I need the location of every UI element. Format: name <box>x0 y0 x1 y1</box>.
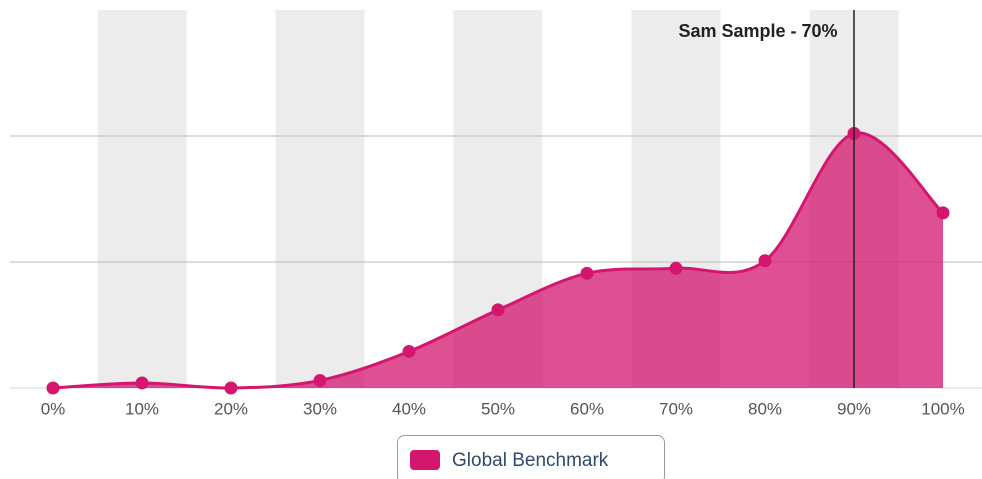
legend-label[interactable]: Global Benchmark <box>452 450 609 471</box>
x-tick-label: 80% <box>748 399 782 418</box>
line <box>52 131 945 390</box>
x-tick-label: 10% <box>125 399 159 418</box>
point <box>580 266 594 280</box>
point <box>224 381 238 395</box>
point <box>46 381 60 395</box>
point <box>669 261 683 275</box>
point <box>491 303 505 317</box>
x-tick-label: 60% <box>570 399 604 418</box>
x-tick-label: 50% <box>481 399 515 418</box>
point <box>936 206 950 220</box>
x-tick-label: 30% <box>303 399 337 418</box>
point <box>402 344 416 358</box>
x-tick-label: 0% <box>41 399 66 418</box>
x-axis: 0% 10% 20% 30% 40% 50% 60% 70% 80% 90% 100% <box>41 399 965 418</box>
plot-band <box>275 10 365 388</box>
point <box>313 373 327 387</box>
legend[interactable]: Global Benchmark <box>397 435 665 479</box>
point <box>135 376 149 390</box>
x-tick-label: 40% <box>392 399 426 418</box>
legend-box[interactable] <box>397 435 665 479</box>
annotation-label: Sam Sample - 70% <box>678 21 837 41</box>
x-tick-label: 70% <box>659 399 693 418</box>
x-tick-label: 20% <box>214 399 248 418</box>
point <box>758 254 772 268</box>
x-tick-label: 100% <box>921 399 964 418</box>
plot: Sam Sample - 70% <box>46 10 950 395</box>
plot-band <box>97 10 187 388</box>
x-tick-label: 90% <box>837 399 871 418</box>
legend-swatch[interactable] <box>410 450 440 470</box>
area <box>53 132 943 389</box>
